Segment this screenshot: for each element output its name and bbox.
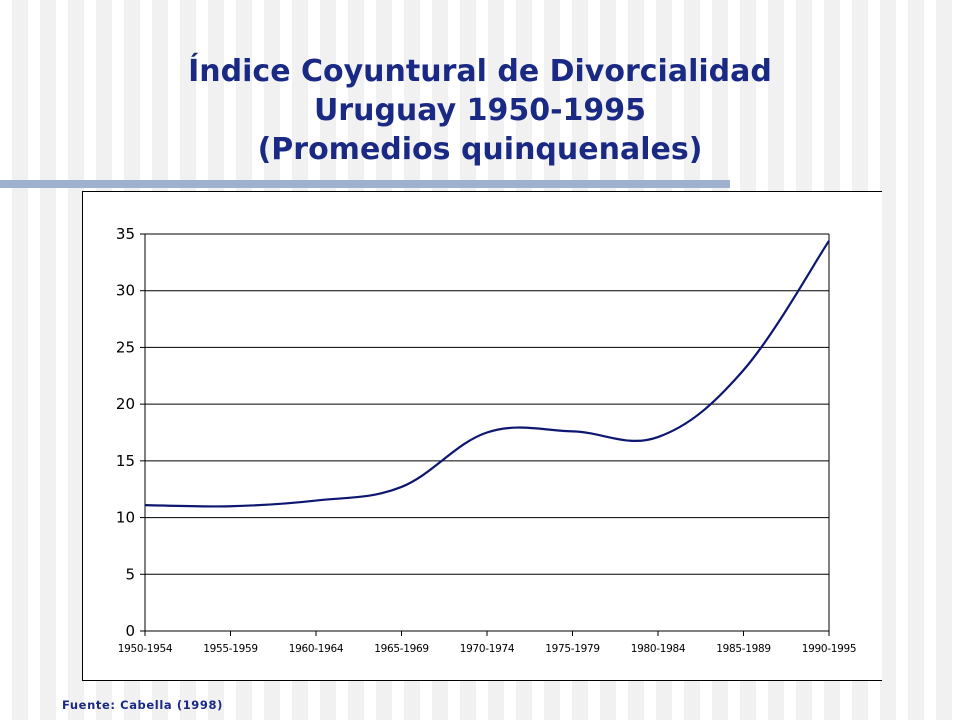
x-tick-label: 1955-1959	[203, 643, 258, 655]
title-underline-bar	[0, 180, 730, 188]
y-tick-label: 15	[116, 452, 135, 470]
gridlines	[145, 233, 829, 575]
source-note: Fuente: Cabella (1998)	[62, 698, 223, 712]
x-tick-label: 1975-1979	[545, 643, 600, 655]
x-tick-label: 1950-1954	[118, 643, 173, 655]
y-tick-label: 0	[125, 622, 135, 640]
x-tick-labels: 1950-1954 1955-1959 1960-1964 1965-1969 1970…	[118, 643, 857, 655]
x-tick-label: 1965-1969	[374, 643, 429, 655]
y-tick-label: 25	[116, 338, 135, 356]
y-tick-labels: 0 5 10 15 20 25 30 35	[116, 225, 135, 640]
series-line-0	[144, 240, 830, 508]
y-tick-label: 20	[116, 395, 135, 413]
x-tick-label: 1990-1995	[802, 643, 857, 655]
x-tick-label: 1980-1984	[631, 643, 686, 655]
line-chart: 0 5 10 15 20 25 30 35 1950-1954 1955-1959 1960-19…	[116, 225, 857, 655]
y-tick-label: 30	[116, 282, 135, 300]
x-tick-label: 1985-1989	[716, 643, 771, 655]
title-line-3: (Promedios quinquenales)	[257, 132, 703, 167]
title-line-2: Uruguay 1950-1995	[313, 93, 647, 128]
x-tick-label: 1970-1974	[460, 643, 515, 655]
x-tick-label: 1960-1964	[289, 643, 344, 655]
title-line-1: Índice Coyuntural de Divorcialidad	[188, 54, 772, 89]
series-lines	[144, 240, 830, 508]
axes	[140, 233, 830, 636]
y-tick-label: 35	[116, 225, 135, 243]
y-tick-label: 10	[116, 509, 135, 527]
slide-title: Índice Coyuntural de Divorcialidad Urugu…	[0, 52, 960, 169]
y-tick-label: 5	[125, 565, 135, 583]
chart-frame: 0 5 10 15 20 25 30 35 1950-1954 1955-1959 1960-19…	[82, 191, 882, 681]
